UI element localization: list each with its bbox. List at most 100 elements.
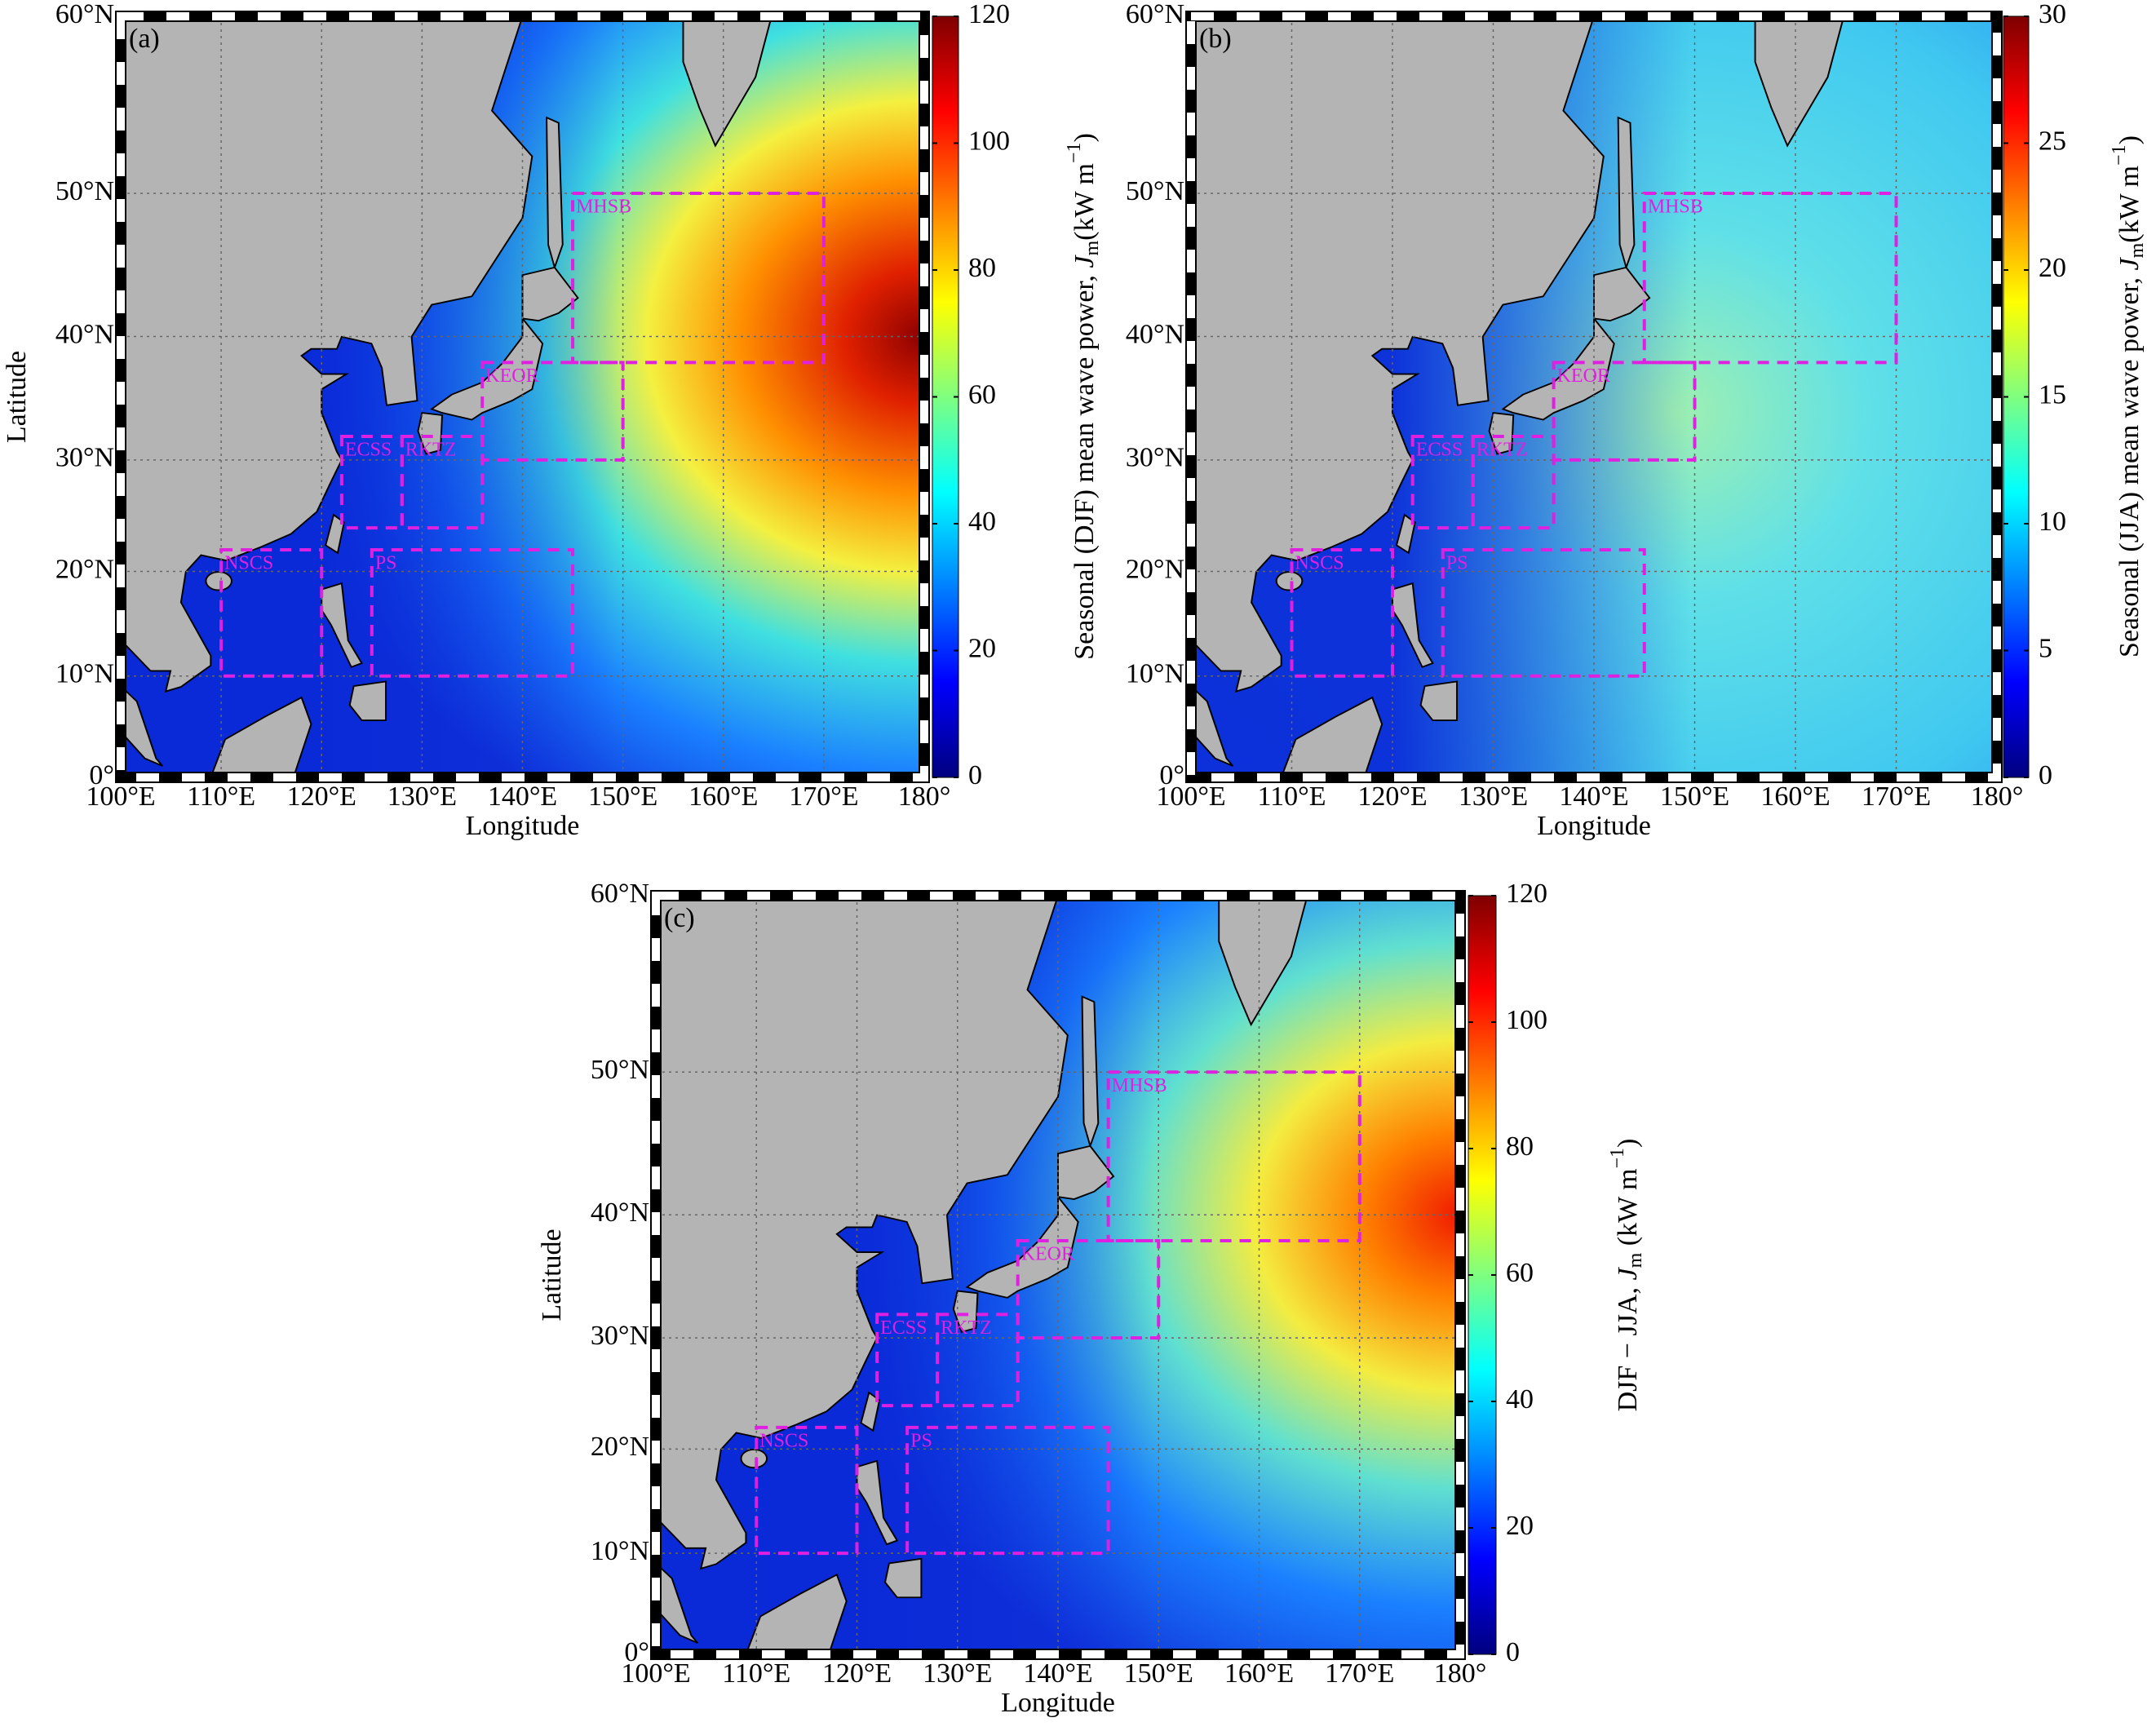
x-tick-label: 180° bbox=[1971, 781, 2024, 812]
y-tick-label: 20°N bbox=[55, 554, 114, 584]
colorbar-tick-label: 5 bbox=[2039, 633, 2052, 663]
x-tick-label: 150°E bbox=[588, 781, 657, 812]
x-axis-label: Longitude bbox=[1537, 811, 1651, 841]
y-tick-label: 60°N bbox=[55, 0, 114, 29]
x-tick-label: 160°E bbox=[1224, 1658, 1294, 1689]
y-tick-label: 50°N bbox=[55, 176, 114, 206]
colorbar-label: DJF − JJA, Jm (kW m−1) bbox=[1607, 1139, 1646, 1412]
colorbar-tick-label: 10 bbox=[2039, 507, 2066, 537]
y-tick-label: 60°N bbox=[591, 879, 649, 909]
y-axis-label: Latitude bbox=[2, 351, 32, 443]
region-label: RKTZ bbox=[941, 1317, 992, 1339]
region-box bbox=[1642, 191, 1898, 365]
colorbar-tick-label: 20 bbox=[2039, 253, 2066, 283]
colorbar-tick-label: 25 bbox=[2039, 126, 2066, 156]
colorbar-tick-label: 40 bbox=[968, 507, 996, 537]
panel-label: (a) bbox=[129, 24, 160, 54]
colorbar-tick-label: 120 bbox=[1506, 879, 1547, 909]
x-tick-label: 140°E bbox=[1559, 781, 1628, 812]
colorbar-tick-label: 120 bbox=[968, 0, 1010, 29]
x-axis-label: Longitude bbox=[1001, 1688, 1115, 1718]
region-box bbox=[905, 1425, 1110, 1556]
colorbar-tick-label: 100 bbox=[968, 126, 1010, 156]
colorbar-tick-label: 80 bbox=[968, 253, 996, 283]
region-box bbox=[1106, 1070, 1361, 1242]
x-tick-label: 160°E bbox=[1760, 781, 1830, 812]
x-tick-label: 170°E bbox=[1862, 781, 1931, 812]
region-box bbox=[1441, 548, 1646, 678]
region-label: MHSB bbox=[1112, 1075, 1167, 1096]
colorbar-tick-label: 60 bbox=[1506, 1258, 1534, 1288]
x-tick-label: 130°E bbox=[923, 1658, 992, 1689]
x-tick-label: 100°E bbox=[1156, 781, 1225, 812]
region-box bbox=[936, 1313, 1020, 1408]
region-label: PS bbox=[1446, 553, 1468, 574]
y-tick-label: 40°N bbox=[591, 1198, 649, 1228]
colorbar-tick-label: 20 bbox=[968, 633, 996, 663]
region-label: MHSB bbox=[1648, 196, 1703, 217]
map-frame bbox=[117, 12, 928, 781]
colorbar-tick-label: 20 bbox=[1506, 1511, 1534, 1541]
y-tick-label: 20°N bbox=[591, 1432, 649, 1462]
region-label: KEOR bbox=[1557, 365, 1610, 387]
wave-power-field bbox=[1191, 16, 1997, 777]
x-tick-label: 110°E bbox=[1257, 781, 1326, 812]
y-tick-label: 0° bbox=[89, 760, 114, 790]
y-tick-label: 0° bbox=[624, 1637, 649, 1667]
region-label: RKTZ bbox=[1476, 439, 1528, 460]
region-box bbox=[370, 548, 575, 678]
region-box bbox=[755, 1425, 859, 1556]
x-axis-label: Longitude bbox=[466, 811, 580, 841]
x-tick-label: 130°E bbox=[1459, 781, 1528, 812]
x-tick-label: 170°E bbox=[789, 781, 858, 812]
region-label: NSCS bbox=[759, 1430, 808, 1451]
x-tick-label: 110°E bbox=[187, 781, 255, 812]
y-tick-label: 10°N bbox=[55, 659, 114, 689]
y-tick-label: 40°N bbox=[55, 319, 114, 349]
y-tick-label: 30°N bbox=[591, 1321, 649, 1351]
y-tick-label: 10°N bbox=[591, 1536, 649, 1566]
colorbar-tick-label: 0 bbox=[1506, 1637, 1520, 1667]
x-tick-label: 140°E bbox=[1023, 1658, 1092, 1689]
x-tick-label: 110°E bbox=[722, 1658, 790, 1689]
y-tick-label: 10°N bbox=[1126, 659, 1184, 689]
x-tick-label: 150°E bbox=[1660, 781, 1729, 812]
colorbar-tick-label: 0 bbox=[2039, 760, 2052, 790]
panel-label: (b) bbox=[1199, 24, 1232, 54]
region-label: KEOR bbox=[485, 365, 538, 387]
colorbar-tick-label: 15 bbox=[2039, 379, 2066, 410]
y-tick-label: 40°N bbox=[1126, 319, 1184, 349]
x-tick-label: 180° bbox=[898, 781, 951, 812]
y-tick-label: 20°N bbox=[1126, 554, 1184, 584]
y-tick-label: 0° bbox=[1159, 760, 1184, 790]
y-tick-label: 60°N bbox=[1126, 0, 1184, 29]
region-label: PS bbox=[375, 553, 397, 574]
x-tick-label: 120°E bbox=[1357, 781, 1427, 812]
region-box bbox=[571, 191, 826, 365]
region-label: RKTZ bbox=[405, 439, 457, 460]
region-label: ECSS bbox=[345, 439, 392, 460]
y-axis-label: Latitude bbox=[537, 1229, 567, 1321]
colorbar-label: Seasonal (JJA) mean wave power, Jm(kW m−… bbox=[2109, 135, 2148, 657]
map-frame bbox=[652, 892, 1464, 1658]
colorbar-tick-label: 60 bbox=[968, 379, 996, 410]
map-frame bbox=[1187, 12, 2001, 781]
y-tick-label: 50°N bbox=[591, 1055, 649, 1085]
panel-label: (c) bbox=[664, 903, 695, 933]
colorbar-label: Seasonal (DJF) mean wave power, Jm(kW m−… bbox=[1064, 133, 1103, 660]
colorbar-tick-label: 0 bbox=[968, 760, 982, 790]
region-label: KEOR bbox=[1021, 1243, 1074, 1264]
colorbar-tick-label: 80 bbox=[1506, 1131, 1534, 1162]
x-tick-label: 100°E bbox=[621, 1658, 690, 1689]
y-tick-label: 30°N bbox=[1126, 443, 1184, 473]
colorbar-tick-label: 30 bbox=[2039, 0, 2066, 29]
y-tick-label: 50°N bbox=[1126, 176, 1184, 206]
x-tick-label: 120°E bbox=[822, 1658, 892, 1689]
x-tick-label: 160°E bbox=[688, 781, 758, 812]
region-label: ECSS bbox=[1416, 439, 1463, 460]
x-tick-label: 140°E bbox=[488, 781, 557, 812]
region-box bbox=[400, 434, 485, 530]
y-tick-label: 30°N bbox=[55, 443, 114, 473]
region-label: NSCS bbox=[224, 553, 273, 574]
region-label: NSCS bbox=[1295, 553, 1344, 574]
